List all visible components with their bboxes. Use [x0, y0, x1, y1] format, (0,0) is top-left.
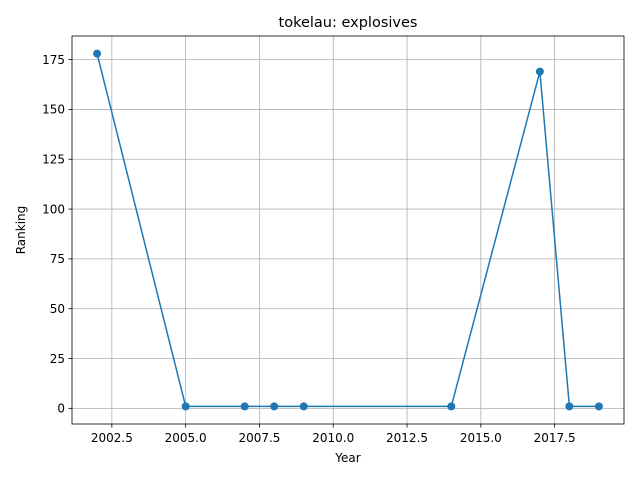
y-tick-label: 75	[50, 252, 65, 266]
y-axis: 0 25 50 75 100 125 150 175	[42, 53, 72, 416]
data-point	[299, 402, 308, 411]
x-tick-label: 2007.5	[238, 431, 280, 445]
data-point	[240, 402, 249, 411]
y-tick-label: 100	[42, 202, 65, 216]
series-layer	[93, 49, 603, 411]
y-tick-label: 175	[42, 53, 65, 67]
y-tick-label: 50	[50, 302, 65, 316]
data-point	[270, 402, 279, 411]
data-point	[565, 402, 574, 411]
y-tick-label: 25	[50, 352, 65, 366]
x-tick-label: 2015.0	[460, 431, 502, 445]
y-tick-label: 150	[42, 103, 65, 117]
data-point	[594, 402, 603, 411]
x-tick-label: 2010.0	[312, 431, 354, 445]
x-axis: 2002.5 2005.0 2007.5 2010.0 2012.5 2015.0 2017…	[91, 424, 576, 445]
data-point	[447, 402, 456, 411]
y-tick-label: 0	[57, 402, 65, 416]
plot-frame	[71, 35, 625, 425]
data-point	[181, 402, 190, 411]
y-tick-label: 125	[42, 153, 65, 167]
x-tick-label: 2012.5	[386, 431, 428, 445]
x-axis-label: Year	[334, 451, 360, 465]
x-tick-label: 2017.5	[534, 431, 576, 445]
grid-lines	[72, 36, 624, 424]
series-line	[96, 53, 599, 408]
y-axis-label: Ranking	[14, 206, 28, 255]
x-tick-label: 2002.5	[91, 431, 133, 445]
data-point	[535, 67, 544, 76]
data-point	[93, 49, 102, 58]
chart-title: tokelau: explosives	[279, 15, 418, 31]
x-tick-label: 2005.0	[165, 431, 207, 445]
